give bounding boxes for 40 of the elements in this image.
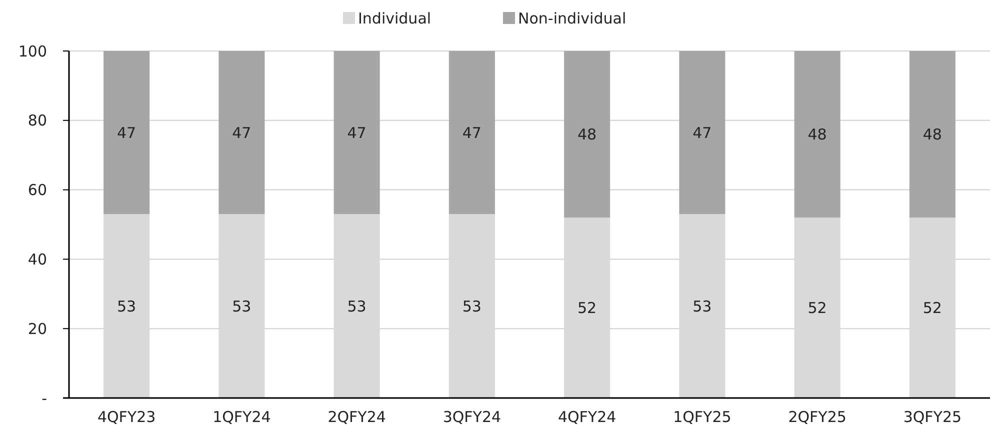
data-label: 53	[347, 297, 366, 316]
bar	[334, 51, 380, 214]
x-tick-label: 3QFY24	[442, 408, 502, 426]
x-tick-label: 1QFY24	[212, 408, 271, 426]
x-tick-label: 1QFY25	[673, 408, 732, 426]
data-label: 53	[117, 297, 136, 316]
bar	[218, 51, 265, 214]
legend-label: Non-individual	[518, 9, 626, 28]
data-label: 48	[808, 126, 827, 144]
x-tick-label: 3QFY25	[903, 408, 962, 426]
bar	[104, 51, 150, 214]
data-label: 48	[578, 126, 597, 144]
bar	[679, 51, 726, 214]
data-label: 52	[578, 299, 597, 318]
y-tick-label: 100	[18, 42, 47, 60]
x-tick-label: 2QFY24	[328, 408, 386, 426]
x-tick-label: 4QFY23	[97, 408, 156, 426]
data-label: 47	[117, 124, 136, 142]
data-label: 53	[692, 297, 712, 316]
data-label: 47	[232, 124, 252, 142]
x-tick-label: 4QFY24	[558, 408, 616, 426]
legend-label: Individual	[358, 9, 432, 28]
data-label: 52	[808, 299, 827, 318]
y-tick-label: 20	[28, 320, 47, 338]
data-label: 53	[232, 297, 252, 316]
y-tick-label: 80	[28, 112, 47, 130]
y-tick-label: 60	[28, 181, 47, 200]
bar	[564, 51, 610, 218]
y-tick-label: 40	[28, 250, 47, 268]
data-label: 48	[922, 126, 942, 144]
bar	[794, 51, 840, 218]
y-tick-label: -	[42, 389, 47, 408]
bar	[448, 51, 495, 214]
data-label: 53	[462, 297, 482, 316]
data-label: 52	[922, 299, 942, 318]
data-label: 47	[462, 124, 482, 142]
data-label: 47	[347, 124, 366, 142]
x-tick-label: 2QFY25	[788, 408, 846, 426]
data-label: 47	[692, 124, 712, 142]
bar	[909, 51, 956, 218]
